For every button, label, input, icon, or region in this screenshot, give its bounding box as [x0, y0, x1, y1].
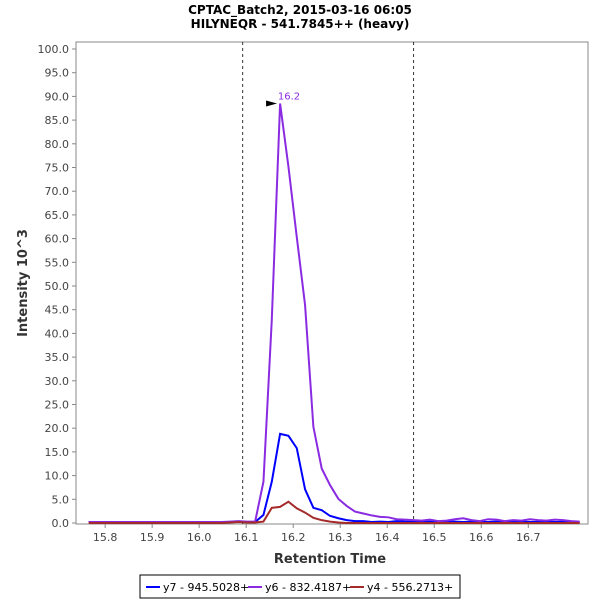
x-tick-label: 16.3 — [328, 531, 353, 544]
x-tick-label: 16.4 — [375, 531, 400, 544]
y-tick-label: 50.0 — [45, 280, 70, 293]
y-tick-label: 55.0 — [45, 256, 70, 269]
chart-subtitle: HILYNEQR - 541.7845++ (heavy) — [191, 17, 410, 31]
y-tick-label: 90.0 — [45, 90, 70, 103]
y-tick-label: 75.0 — [45, 162, 70, 175]
y-tick-label: 25.0 — [45, 399, 70, 412]
y-tick-label: 60.0 — [45, 233, 70, 246]
peak-label: 16.2 — [278, 92, 300, 103]
legend-entry: y7 - 945.5028+ — [163, 581, 249, 594]
peak-arrow-icon — [266, 100, 278, 107]
x-axis-label: Retention Time — [274, 552, 386, 567]
y-tick-label: 20.0 — [45, 422, 70, 435]
y-tick-label: 35.0 — [45, 351, 70, 364]
x-tick-label: 15.8 — [93, 531, 118, 544]
x-tick-label: 16.6 — [469, 531, 494, 544]
x-tick-label: 16.1 — [234, 531, 259, 544]
legend-entry: y6 - 832.4187+ — [265, 581, 351, 594]
y-tick-label: 30.0 — [45, 375, 70, 388]
y-tick-label: 15.0 — [45, 446, 70, 459]
chart-title: CPTAC_Batch2, 2015-03-16 06:05 — [188, 3, 412, 18]
series-line-y4 — [88, 500, 580, 524]
y-axis-label: Intensity 10^3 — [16, 229, 31, 337]
x-tick-label: 16.5 — [422, 531, 447, 544]
y-tick-label: 100.0 — [38, 43, 70, 56]
x-tick-label: 15.9 — [140, 531, 165, 544]
y-tick-label: 10.0 — [45, 470, 70, 483]
y-tick-label: 85.0 — [45, 114, 70, 127]
x-tick-label: 16.7 — [516, 531, 541, 544]
y-tick-label: 70.0 — [45, 185, 70, 198]
legend-box — [139, 574, 461, 599]
y-tick-label: 40.0 — [45, 327, 70, 340]
legend: y7 - 945.5028+ y6 - 832.4187+ y4 - 556.271… — [139, 574, 461, 599]
x-tick-label: 16.0 — [187, 531, 212, 544]
x-tick-label: 16.2 — [281, 531, 306, 544]
y-tick-label: 45.0 — [45, 304, 70, 317]
y-tick-label: 5.0 — [52, 493, 70, 506]
legend-entry: y4 - 556.2713+ — [367, 581, 453, 594]
y-tick-label: 0.0 — [52, 517, 70, 530]
y-tick-label: 80.0 — [45, 138, 70, 151]
y-tick-label: 95.0 — [45, 67, 70, 80]
y-tick-label: 65.0 — [45, 209, 70, 222]
plot-area — [75, 41, 589, 525]
